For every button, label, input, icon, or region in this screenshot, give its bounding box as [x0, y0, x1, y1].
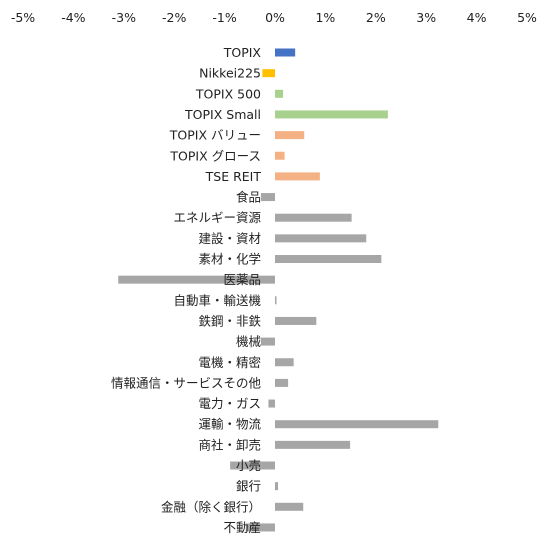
x-tick-label: 2% — [366, 10, 386, 25]
x-tick-label: -2% — [162, 10, 186, 25]
category-label: 自動車・輸送機 — [173, 293, 261, 308]
bar — [275, 482, 278, 490]
x-tick-label: -5% — [11, 10, 35, 25]
category-label: 医薬品 — [223, 272, 261, 287]
category-label: Nikkei225 — [199, 66, 261, 81]
x-tick-label: 0% — [265, 10, 285, 25]
category-label: 機械 — [236, 334, 262, 349]
category-label: 素材・化学 — [198, 252, 261, 267]
category-label: TOPIX 500 — [195, 86, 261, 101]
bar — [275, 420, 438, 428]
category-label: TOPIX Small — [184, 107, 261, 122]
x-tick-label: 3% — [416, 10, 436, 25]
bar — [275, 152, 285, 160]
category-label: 商社・卸売 — [198, 437, 261, 452]
x-tick-label: -4% — [61, 10, 85, 25]
x-tick-label: -1% — [212, 10, 236, 25]
bar-series — [118, 49, 438, 532]
bar — [275, 296, 277, 304]
bar — [275, 255, 381, 263]
bar — [275, 214, 352, 222]
bar — [275, 49, 295, 57]
bar — [275, 90, 283, 98]
bar — [275, 234, 366, 242]
category-label: TSE REIT — [205, 169, 262, 184]
category-label: 情報通信・サービスその他 — [111, 375, 262, 390]
x-tick-label: 4% — [467, 10, 487, 25]
x-tick-label: 1% — [315, 10, 335, 25]
bar — [275, 503, 303, 511]
category-label: 電力・ガス — [198, 396, 261, 411]
category-label: 小売 — [236, 458, 261, 473]
bar — [262, 69, 275, 77]
bar — [275, 441, 350, 449]
bar — [275, 110, 388, 118]
x-tick-label: -3% — [112, 10, 136, 25]
category-label: 不動産 — [223, 520, 261, 535]
bar — [275, 358, 294, 366]
bar — [275, 317, 316, 325]
category-label: エネルギー資源 — [173, 210, 261, 225]
bar — [268, 400, 275, 408]
category-label: 運輸・物流 — [198, 417, 261, 432]
category-label: TOPIX — [223, 45, 262, 60]
category-label: 電機・精密 — [198, 355, 261, 370]
category-labels: TOPIX Nikkei225 TOPIX 500 TOPIX Small TOPIX … — [111, 45, 262, 535]
bar — [275, 131, 304, 139]
bar — [275, 172, 320, 180]
category-label: 銀行 — [236, 479, 261, 494]
x-tick-label: 5% — [517, 10, 537, 25]
category-label: 金融（除く銀行） — [161, 499, 261, 514]
category-label: TOPIX バリュー — [169, 128, 261, 143]
category-label: 食品 — [236, 190, 261, 205]
bar — [261, 193, 275, 201]
category-label: TOPIX グロース — [169, 148, 261, 163]
x-axis: -5% -4% -3% -2% -1% 0% 1% 2% 3% 4% 5% — [11, 10, 537, 25]
bar — [261, 338, 275, 346]
category-label: 建設・資材 — [198, 231, 261, 246]
category-label: 鉄鋼・非鉄 — [198, 313, 261, 328]
bar — [275, 379, 288, 387]
